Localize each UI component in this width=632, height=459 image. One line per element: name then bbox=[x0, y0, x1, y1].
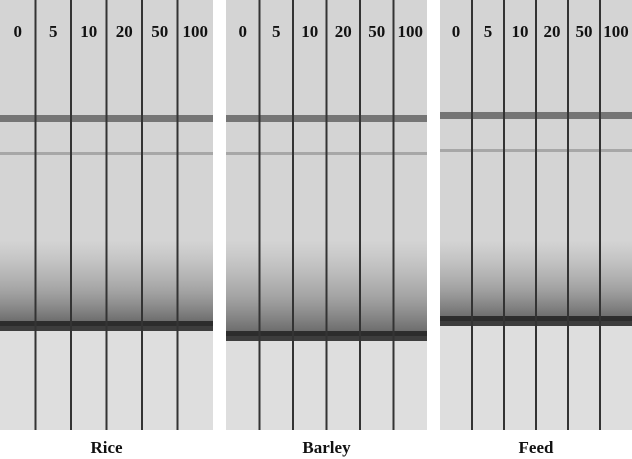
lane-label: 20 bbox=[544, 22, 561, 41]
panel-label: Barley bbox=[302, 438, 351, 457]
panel-label: Feed bbox=[519, 438, 554, 457]
lane-label: 0 bbox=[452, 22, 461, 41]
lane-label: 0 bbox=[14, 22, 23, 41]
lane-label: 50 bbox=[151, 22, 168, 41]
lane-label: 10 bbox=[512, 22, 529, 41]
lane-label: 100 bbox=[398, 22, 424, 41]
panel-label: Rice bbox=[90, 438, 123, 457]
gel-panel: 0 5 10 20 50 100 Rice bbox=[0, 0, 213, 457]
lane-label: 10 bbox=[301, 22, 318, 41]
lane-label: 5 bbox=[49, 22, 58, 41]
lane-label: 5 bbox=[484, 22, 493, 41]
lane-label: 100 bbox=[603, 22, 629, 41]
lane-label: 5 bbox=[272, 22, 281, 41]
lane-label: 0 bbox=[239, 22, 248, 41]
lane-label: 50 bbox=[368, 22, 385, 41]
lane-label: 100 bbox=[183, 22, 209, 41]
gel-panel: 0 5 10 20 50 100 Feed bbox=[440, 0, 632, 457]
lane-label: 50 bbox=[576, 22, 593, 41]
lane-label: 10 bbox=[80, 22, 97, 41]
lane-label: 20 bbox=[116, 22, 133, 41]
lane-label: 20 bbox=[335, 22, 352, 41]
gel-panel: 0 5 10 20 50 100 Barley bbox=[226, 0, 427, 457]
